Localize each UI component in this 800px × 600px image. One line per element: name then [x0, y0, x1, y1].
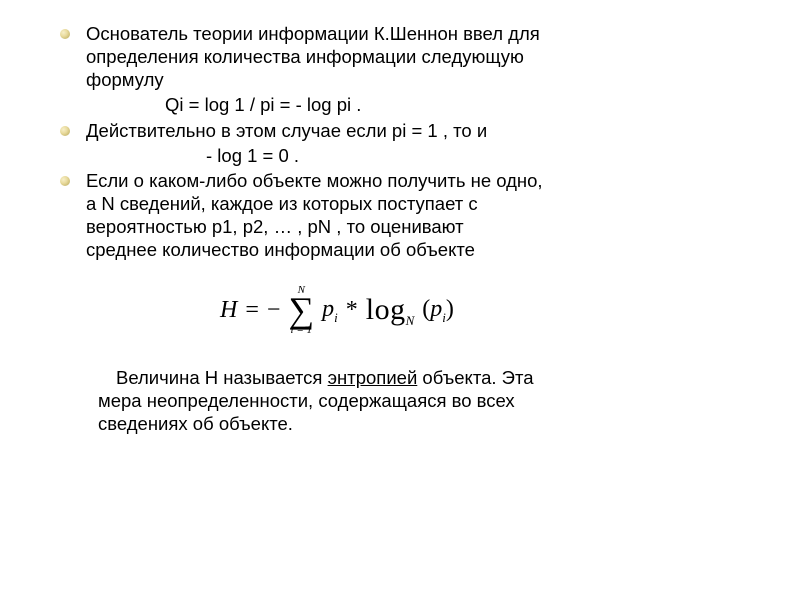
final-text: объекта. Эта: [417, 367, 533, 388]
entropy-formula: H = − N ∑ i = 1 pi * logN (pi): [60, 285, 800, 335]
formula-expression: H = − N ∑ i = 1 pi * logN (pi): [220, 285, 454, 335]
formula-text: - log 1 = 0 .: [206, 145, 299, 166]
final-text: сведениях об объекте.: [98, 412, 740, 435]
bullet-text: формулу: [86, 69, 164, 90]
bullet-list: Основатель теории информации К.Шеннон вв…: [60, 22, 740, 261]
formula-star: *: [346, 297, 358, 324]
bullet-text: определения количества информации следую…: [86, 46, 524, 67]
entropy-term: энтропией: [328, 367, 418, 388]
final-text: мера неопределенности, содержащаяся во в…: [98, 389, 740, 412]
sigma-icon: N ∑ i = 1: [288, 285, 314, 335]
formula-line-2: - log 1 = 0 .: [60, 144, 740, 167]
formula-eq: =: [245, 297, 259, 324]
bullet-text: среднее количество информации об объекте: [86, 239, 475, 260]
bullet-text: а N сведений, каждое из которых поступае…: [86, 193, 478, 214]
slide-content: Основатель теории информации К.Шеннон вв…: [0, 0, 800, 600]
bullet-text: Действительно в этом случае если pi = 1 …: [86, 120, 487, 141]
final-text: Величина Н называется: [116, 367, 328, 388]
bullet-text: Основатель теории информации К.Шеннон вв…: [86, 23, 540, 44]
bullet-icon: [60, 29, 70, 39]
formula-paren: (pi): [422, 296, 454, 326]
sigma-symbol: ∑: [288, 294, 314, 326]
bullet-item-2: Действительно в этом случае если pi = 1 …: [60, 119, 740, 142]
formula-pi: pi: [322, 296, 338, 326]
formula-text: Qi = log 1 / pi = - log pi .: [165, 94, 361, 115]
bullet-text: вероятностью p1, p2, … , pN , то оценива…: [86, 216, 464, 237]
final-paragraph: Величина Н называется энтропией объекта.…: [60, 366, 740, 435]
bullet-text: Если о каком-либо объекте можно получить…: [86, 170, 543, 191]
bullet-icon: [60, 176, 70, 186]
sigma-lower: i = 1: [291, 325, 312, 336]
bullet-icon: [60, 126, 70, 136]
formula-line-1: Qi = log 1 / pi = - log pi .: [60, 93, 740, 116]
formula-minus: −: [267, 297, 281, 324]
bullet-item-1: Основатель теории информации К.Шеннон вв…: [60, 22, 740, 91]
bullet-item-3: Если о каком-либо объекте можно получить…: [60, 169, 740, 262]
formula-log: logN: [366, 293, 415, 329]
formula-H: H: [220, 297, 237, 324]
